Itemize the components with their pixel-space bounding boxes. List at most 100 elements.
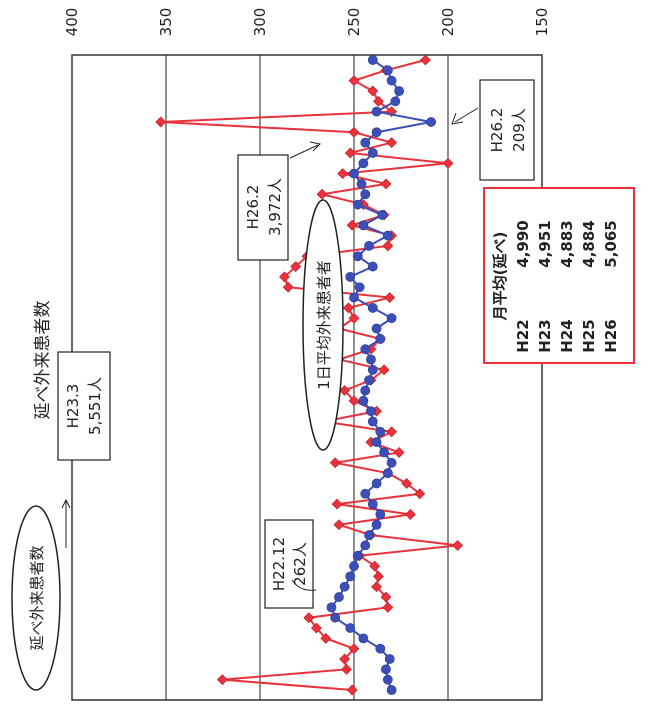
avg-year-H25: H25: [580, 319, 598, 352]
daily-point-35: [371, 323, 382, 334]
bubble-total: 延べ外来患者数: [11, 505, 61, 691]
total-point-52: [344, 147, 356, 159]
daily-point-7: [330, 612, 341, 623]
total-point-28: [348, 395, 360, 407]
avg-header: 月平均(延べ): [491, 232, 509, 322]
daily-point-30: [364, 375, 374, 386]
daily-point-17: [375, 509, 386, 520]
avg-year-H23: H23: [536, 319, 554, 352]
total-point-36: [348, 312, 360, 324]
annotation-h23-3: H23.3 5,551人: [57, 351, 111, 548]
daily-point-61: [367, 55, 378, 65]
daily-point-29: [360, 385, 371, 396]
annotation-h26-2-daily: H26.2 209人: [451, 79, 535, 181]
ann1-line2: 5,551人: [86, 377, 104, 435]
total-point-37: [342, 302, 354, 314]
daily-point-60: [382, 65, 393, 76]
bubble-total-text: 延べ外来患者数: [28, 545, 46, 650]
ann4-line1: H26.2: [488, 108, 506, 153]
total-point-23: [393, 447, 405, 458]
total-point-11: [373, 570, 384, 582]
right-tick-200: 200: [439, 8, 457, 37]
avg-year-H22: H22: [514, 319, 532, 352]
daily-point-53: [360, 137, 371, 148]
total-point-48: [316, 188, 328, 200]
total-point-38: [384, 292, 396, 303]
total-point-5: [320, 632, 332, 644]
daily-point-47: [352, 199, 363, 210]
daily-point-13: [352, 550, 363, 561]
daily-point-25: [375, 426, 386, 437]
total-point-50: [337, 168, 349, 180]
avg-year-H26: H26: [602, 319, 620, 352]
daily-point-16: [371, 519, 382, 530]
total-point-55: [155, 116, 167, 128]
total-point-59: [348, 75, 360, 87]
total-point-1: [216, 674, 228, 686]
daily-point-8: [326, 602, 337, 613]
total-point-41: [290, 261, 302, 272]
total-title: 延べ外来患者数: [33, 301, 53, 420]
daily-point-5: [358, 633, 369, 644]
right-tick-150: 150: [533, 8, 551, 37]
total-point-61: [420, 54, 431, 66]
daily-point-32: [366, 354, 376, 365]
daily-point-56: [371, 106, 382, 117]
daily-point-15: [364, 530, 374, 540]
daily-point-42: [352, 251, 363, 262]
daily-point-54: [371, 127, 382, 138]
daily-point-38: [349, 292, 359, 303]
daily-point-36: [386, 313, 397, 324]
total-point-6: [310, 622, 322, 634]
daily-point-2: [381, 664, 391, 675]
total-point-4: [348, 643, 360, 655]
total-point-43: [382, 240, 394, 252]
total-point-25: [386, 426, 398, 438]
daily-point-34: [375, 333, 386, 344]
total-point-51: [442, 157, 454, 169]
daily-point-50: [349, 168, 359, 179]
daily-point-18: [367, 499, 378, 509]
daily-point-57: [390, 96, 401, 107]
daily-point-1: [382, 674, 393, 685]
daily-point-0: [386, 685, 397, 695]
series-daily-patients: [326, 55, 436, 695]
total-point-20: [401, 478, 413, 489]
total-point-19: [414, 488, 426, 500]
daily-point-59: [386, 75, 397, 86]
right-axis-ticks: 150 200 250 300 350 400: [63, 8, 551, 37]
total-point-14: [452, 539, 464, 551]
avg-value-H23: 4,951: [536, 220, 554, 267]
total-point-29: [339, 385, 351, 396]
annotation-h26-2-total: H26.2 3,972人: [237, 141, 322, 261]
daily-point-33: [360, 344, 371, 355]
daily-point-14: [360, 540, 371, 551]
ann1-line1: H23.3: [64, 384, 82, 429]
right-tick-300: 300: [251, 8, 269, 37]
daily-point-26: [367, 416, 378, 427]
annotation-h22-12: H22.12 262人: [264, 519, 317, 609]
daily-point-37: [367, 302, 378, 313]
total-point-18: [331, 498, 343, 510]
daily-point-6: [345, 623, 356, 633]
daily-point-48: [360, 189, 371, 200]
daily-point-3: [384, 654, 395, 664]
total-point-9: [380, 591, 392, 603]
daily-point-55: [426, 117, 436, 127]
avg-value-H26: 5,065: [602, 220, 620, 267]
total-point-2: [341, 663, 352, 675]
daily-point-27: [366, 406, 376, 417]
daily-point-49: [356, 179, 367, 189]
total-point-40: [279, 271, 290, 283]
daily-point-21: [382, 468, 393, 479]
daily-point-11: [345, 571, 356, 582]
daily-point-4: [375, 643, 386, 654]
daily-point-43: [364, 241, 374, 251]
total-point-12: [369, 560, 381, 572]
ann4-line2: 209人: [510, 108, 528, 152]
daily-point-12: [349, 561, 359, 571]
daily-point-52: [367, 148, 378, 158]
monthly-average-box: 月平均(延べ) H22 4,990 H23 4,951 H24 4,883 H25 4,884 H…: [483, 187, 635, 364]
daily-point-23: [379, 447, 389, 458]
